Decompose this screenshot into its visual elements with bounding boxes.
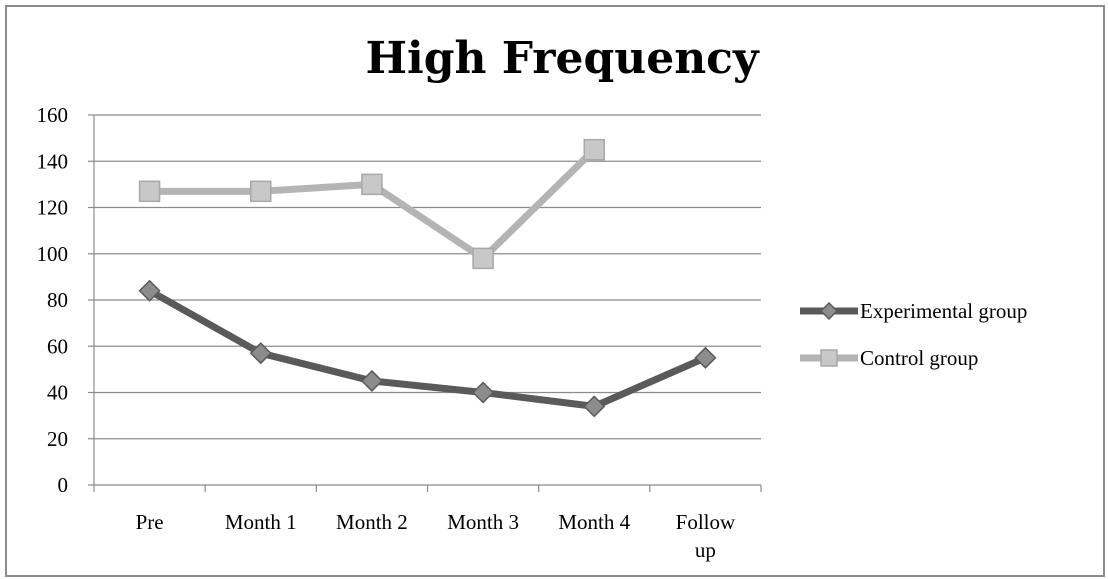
x-tick-label: Month 4 xyxy=(558,510,630,534)
data-point xyxy=(472,247,494,270)
y-tick-label: 120 xyxy=(37,196,69,220)
series-group xyxy=(138,138,717,418)
legend: Experimental group Control group xyxy=(800,299,1027,370)
data-point xyxy=(138,180,161,203)
data-point xyxy=(694,346,717,369)
data-point xyxy=(583,138,605,161)
legend-marker xyxy=(819,301,839,321)
legend-label: Control group xyxy=(860,346,978,370)
legend-marker xyxy=(820,349,838,367)
series-line xyxy=(149,147,597,262)
data-point xyxy=(138,279,161,302)
data-point xyxy=(250,180,272,203)
data-point xyxy=(360,369,383,392)
x-tick-label: Month 3 xyxy=(447,510,519,534)
data-point xyxy=(472,381,495,404)
y-tick-label: 20 xyxy=(47,427,68,451)
legend-item-control-group: Control group xyxy=(800,346,978,370)
series-control-group xyxy=(138,138,605,270)
y-tick-label: 140 xyxy=(37,149,69,173)
data-point xyxy=(583,395,606,418)
y-axis-tick-labels: 0 20 40 60 80 100 120 140 160 xyxy=(37,103,69,497)
x-tick-label: Pre xyxy=(136,510,164,534)
y-tick-label: 100 xyxy=(37,242,69,266)
y-tick-label: 160 xyxy=(37,103,69,127)
y-tick-label: 0 xyxy=(58,473,69,497)
data-point xyxy=(249,342,272,365)
y-tick-label: 60 xyxy=(47,334,68,358)
x-axis: Pre Month 1 Month 2 Month 3 Month 4 Follow up xyxy=(93,484,762,562)
gridlines xyxy=(88,114,761,486)
chart-title: High Frequency xyxy=(365,33,760,84)
legend-item-experimental-group: Experimental group xyxy=(800,299,1027,323)
series-experimental-group xyxy=(138,279,717,418)
y-tick-label: 80 xyxy=(47,288,68,312)
x-tick-label: Month 1 xyxy=(225,510,297,534)
series-line xyxy=(147,287,707,410)
legend-label: Experimental group xyxy=(860,299,1027,323)
y-tick-label: 40 xyxy=(47,381,68,405)
chart-frame xyxy=(5,5,1105,577)
x-tick-label: Follow up xyxy=(676,510,736,562)
x-tick-label: Month 2 xyxy=(336,510,408,534)
data-point xyxy=(361,173,383,196)
